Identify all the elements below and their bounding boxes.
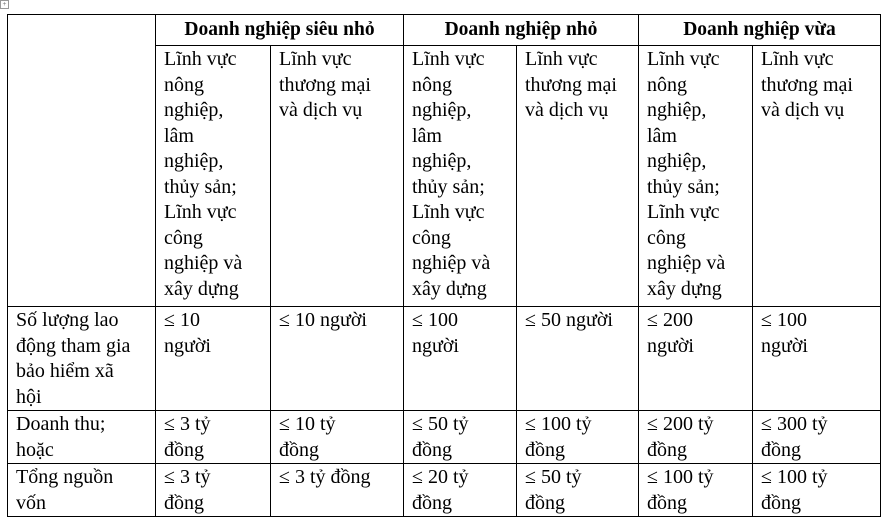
table-cell: ≤ 50 tỷ đồng [516, 463, 639, 517]
table-header-row: Doanh nghiệp siêu nhỏ Doanh nghiệp nhỏ D… [7, 14, 881, 307]
table-cell: ≤ 200 người [638, 306, 753, 411]
table-move-handle-icon[interactable]: + [0, 0, 9, 9]
header-micro-enterprise: Doanh nghiệp siêu nhỏ [155, 14, 404, 46]
table-cell: ≤ 3 tỷ đồng [155, 410, 271, 464]
table-cell: ≤ 10 người [155, 306, 271, 411]
table-row: Tổng nguồn vốn ≤ 3 tỷ đồng ≤ 3 tỷ đồng ≤… [7, 463, 881, 517]
table-cell: ≤ 10 tỷ đồng [270, 410, 404, 464]
table-cell: ≤ 100 tỷ đồng [516, 410, 639, 464]
table-cell: ≤ 100 tỷ đồng [638, 463, 753, 517]
row-label: Tổng nguồn vốn [7, 463, 156, 517]
table-cell: ≤ 50 người [516, 306, 639, 411]
row-label: Số lượng lao động tham gia bảo hiểm xã h… [7, 306, 156, 411]
table-cell: ≤ 3 tỷ đồng [155, 463, 271, 517]
enterprise-size-table: Doanh nghiệp siêu nhỏ Doanh nghiệp nhỏ D… [7, 14, 881, 517]
sector-cell: Lĩnh vực thương mại và dịch vụ [516, 45, 639, 307]
table-cell: ≤ 20 tỷ đồng [403, 463, 517, 517]
sector-cell: Lĩnh vực nông nghiệp, lâm nghiệp, thủy s… [403, 45, 517, 307]
table-cell: ≤ 200 tỷ đồng [638, 410, 753, 464]
table-cell: ≤ 100 người [752, 306, 881, 411]
table-cell: ≤ 300 tỷ đồng [752, 410, 881, 464]
table-cell: ≤ 100 tỷ đồng [752, 463, 881, 517]
sector-row: Lĩnh vực nông nghiệp, lâm nghiệp, thủy s… [8, 45, 881, 307]
empty-corner-cell [7, 14, 156, 307]
sector-cell: Lĩnh vực nông nghiệp, lâm nghiệp, thủy s… [638, 45, 753, 307]
table-cell: ≤ 3 tỷ đồng [270, 463, 404, 517]
table-cell: ≤ 50 tỷ đồng [403, 410, 517, 464]
table-cell: ≤ 100 người [403, 306, 517, 411]
table-row: Số lượng lao động tham gia bảo hiểm xã h… [7, 306, 881, 411]
header-medium-enterprise: Doanh nghiệp vừa [638, 14, 881, 46]
table-row: Doanh thu; hoặc ≤ 3 tỷ đồng ≤ 10 tỷ đồng… [7, 410, 881, 464]
sector-cell: Lĩnh vực thương mại và dịch vụ [270, 45, 404, 307]
sector-cell: Lĩnh vực thương mại và dịch vụ [752, 45, 881, 307]
row-label: Doanh thu; hoặc [7, 410, 156, 464]
table-cell: ≤ 10 người [270, 306, 404, 411]
sector-cell: Lĩnh vực nông nghiệp, lâm nghiệp, thủy s… [155, 45, 271, 307]
header-small-enterprise: Doanh nghiệp nhỏ [403, 14, 639, 46]
